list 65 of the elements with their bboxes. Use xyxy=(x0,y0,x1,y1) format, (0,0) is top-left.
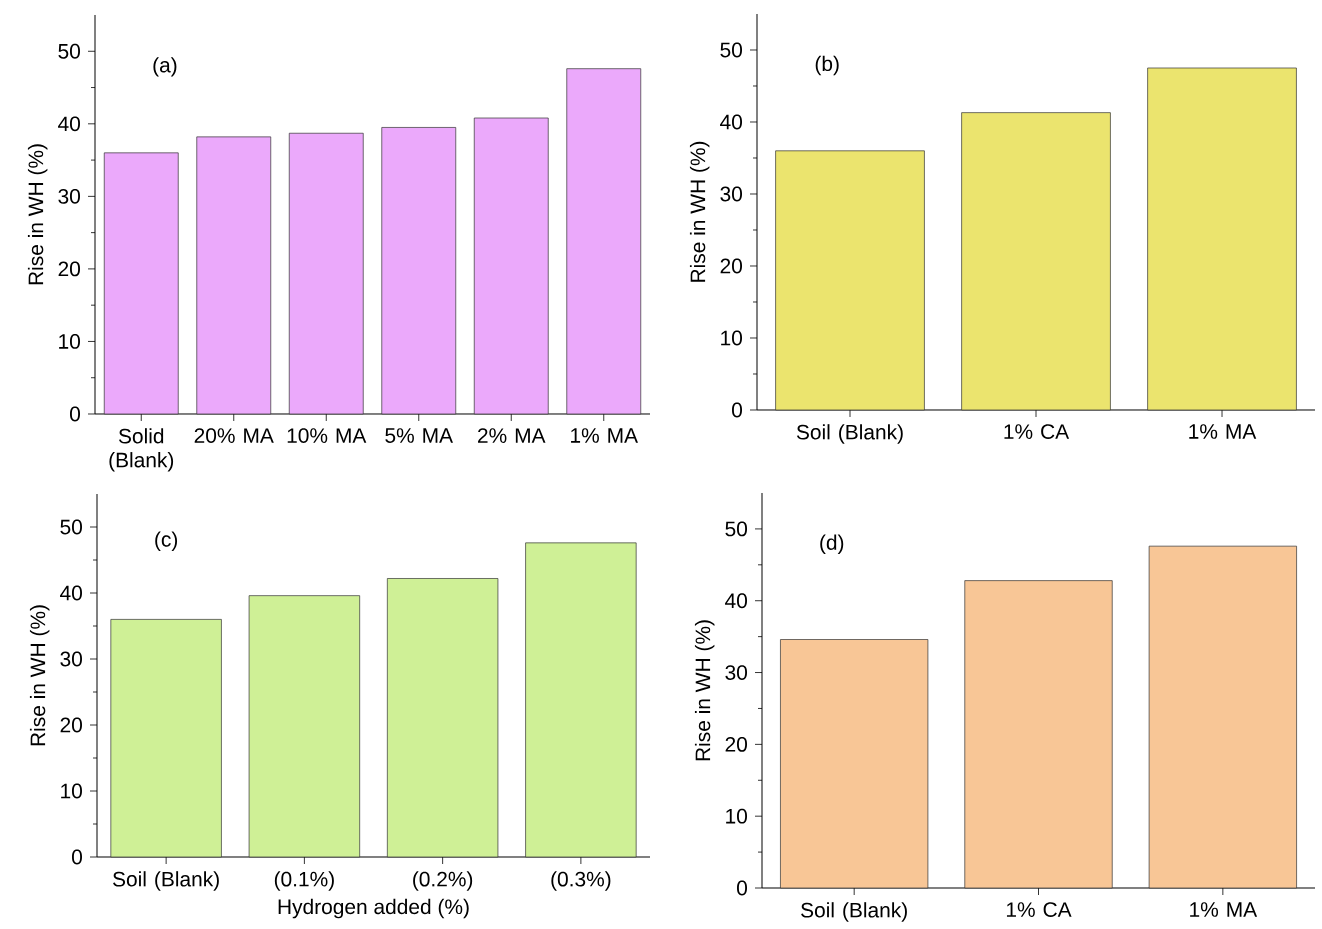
y-tick-label: 20 xyxy=(720,258,743,274)
y-tick-label: 10 xyxy=(726,808,748,824)
bar xyxy=(248,595,361,858)
x-tick-label: (0.2%) xyxy=(413,871,473,891)
x-tick-label: 1% MA xyxy=(1189,424,1257,439)
x-tick-label: Soil (Blank) xyxy=(113,871,219,891)
y-tick-label: 0 xyxy=(732,402,743,418)
x-tick-label: 5% MA xyxy=(385,428,453,443)
annotation: (d) xyxy=(820,534,844,555)
y-tick-label: 40 xyxy=(60,585,82,601)
bar xyxy=(196,136,272,415)
y-tick-label: 0 xyxy=(737,880,748,896)
y-tick-label: 30 xyxy=(58,188,80,204)
bar xyxy=(775,150,925,411)
x-tick-label: Solid (Blank) xyxy=(109,428,174,472)
y-axis-title: Rise in WH (%) xyxy=(27,144,48,285)
bar xyxy=(780,639,929,889)
bar xyxy=(961,112,1111,411)
y-tick-label: 50 xyxy=(58,43,80,59)
y-axis-title: Rise in WH (%) xyxy=(694,620,715,761)
x-tick-label: 1% CA xyxy=(1006,902,1072,917)
bar xyxy=(110,619,222,858)
y-tick-label: 10 xyxy=(59,334,80,349)
x-tick-label: 1% MA xyxy=(1190,902,1258,917)
x-axis-title: Hydrogen added (%) xyxy=(278,898,469,919)
x-tick-label: Soil (Blank) xyxy=(801,902,907,922)
bar xyxy=(964,580,1113,889)
y-tick-label: 50 xyxy=(725,521,748,537)
bar xyxy=(1148,545,1297,889)
annotation: (a) xyxy=(153,57,177,77)
bar xyxy=(566,68,642,415)
y-axis-title: Rise in WH (%) xyxy=(29,605,50,746)
y-tick-label: 40 xyxy=(725,593,748,609)
x-tick-label: 20% MA xyxy=(194,428,274,443)
y-tick-label: 20 xyxy=(725,736,748,752)
y-tick-label: 0 xyxy=(72,849,82,865)
y-tick-label: 10 xyxy=(61,783,82,799)
y-tick-label: 50 xyxy=(720,42,743,58)
y-tick-label: 30 xyxy=(725,665,748,680)
x-tick-label: 10% MA xyxy=(287,428,367,443)
x-tick-label: Soil (Blank) xyxy=(796,424,903,444)
bar xyxy=(381,127,457,415)
x-tick-label: (0.3%) xyxy=(551,871,611,891)
bar xyxy=(1147,67,1297,411)
y-tick-label: 40 xyxy=(58,116,80,132)
bar xyxy=(386,578,499,858)
annotation: (c) xyxy=(155,531,178,551)
y-tick-label: 30 xyxy=(60,651,82,667)
x-tick-label: (0.1%) xyxy=(274,871,334,891)
y-tick-label: 30 xyxy=(720,186,743,202)
y-tick-label: 0 xyxy=(70,406,80,422)
y-tick-label: 20 xyxy=(60,717,82,733)
y-tick-label: 50 xyxy=(60,519,82,535)
bar xyxy=(288,132,364,415)
bar xyxy=(525,542,637,858)
y-tick-label: 40 xyxy=(720,114,743,130)
x-tick-label: 2% MA xyxy=(478,428,546,443)
x-tick-label: 1% MA xyxy=(571,428,638,443)
annotation: (b) xyxy=(815,55,839,76)
x-tick-label: 1% CA xyxy=(1004,424,1070,439)
bar xyxy=(473,117,549,415)
bar xyxy=(103,152,179,415)
y-axis-title: Rise in WH (%) xyxy=(689,141,710,282)
y-tick-label: 10 xyxy=(721,330,743,346)
y-tick-label: 20 xyxy=(58,261,80,277)
